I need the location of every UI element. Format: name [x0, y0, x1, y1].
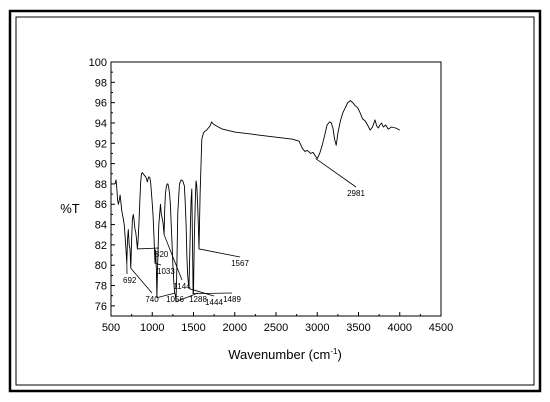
y-tick-label: 86 [95, 199, 107, 211]
x-axis-label-sup: -1 [330, 347, 338, 356]
peak-label-1033: 1033 [157, 267, 175, 276]
y-tick-label: 84 [95, 220, 107, 232]
x-tick-label: 4500 [429, 322, 453, 334]
annotation-leader-line [175, 292, 199, 303]
y-tick-label: 88 [95, 179, 107, 191]
peak-label-1567: 1567 [231, 259, 249, 268]
y-tick-label: 78 [95, 281, 107, 293]
x-axis-label-close: ) [337, 347, 341, 362]
y-tick-label: 80 [95, 260, 107, 272]
peak-label-692: 692 [123, 276, 137, 285]
peak-label-1144: 1144 [173, 282, 191, 291]
y-tick-label: 82 [95, 240, 107, 252]
plot-area [110, 61, 442, 317]
annotation-leader-line [156, 292, 176, 299]
x-tick-label: 1500 [181, 322, 205, 334]
x-axis-ticks: 500 1000 1500 2000 2500 3000 3500 4000 4500 [102, 312, 453, 334]
y-axis-ticks: 76 78 80 82 84 86 88 90 92 94 96 98 100 [89, 57, 115, 313]
annotation-leader-line [163, 234, 183, 281]
peak-label-820: 820 [155, 250, 169, 259]
x-axis-label-main: Wavenumber (cm [228, 347, 330, 362]
annotation-leader-line [315, 158, 357, 188]
peak-label-1444: 1444 [205, 298, 223, 307]
peak-label-740: 740 [145, 295, 159, 304]
y-tick-label: 100 [89, 57, 107, 69]
y-tick-label: 90 [95, 159, 107, 171]
peak-label-1489: 1489 [223, 295, 241, 304]
y-tick-label: 76 [95, 301, 107, 313]
inner-frame [15, 16, 535, 386]
annotation-leader-line [188, 288, 215, 297]
y-tick-label: 98 [95, 77, 107, 89]
y-axis-label: %T [60, 201, 80, 216]
outer-frame [8, 9, 542, 393]
x-tick-label: 3500 [346, 322, 370, 334]
y-tick-label: 94 [95, 118, 107, 130]
x-tick-label: 500 [102, 322, 120, 334]
peak-label-2981: 2981 [347, 189, 365, 198]
annotation-leader-line [192, 292, 233, 295]
peak-label-1056: 1056 [166, 295, 184, 304]
peak-label-1288: 1288 [189, 295, 207, 304]
x-tick-label: 3000 [305, 322, 329, 334]
x-tick-label: 1000 [140, 322, 164, 334]
x-tick-label: 2000 [223, 322, 247, 334]
y-tick-label: 96 [95, 98, 107, 110]
x-tick-label: 4000 [388, 322, 412, 334]
x-tick-label: 2500 [264, 322, 288, 334]
annotation-leader-line [130, 267, 153, 294]
y-tick-label: 92 [95, 138, 107, 150]
x-axis-label: Wavenumber (cm-1) [228, 347, 342, 362]
annotation-leader-line [198, 248, 241, 258]
annotation-leader-line [154, 262, 162, 266]
annotation-leader-line [137, 247, 160, 250]
